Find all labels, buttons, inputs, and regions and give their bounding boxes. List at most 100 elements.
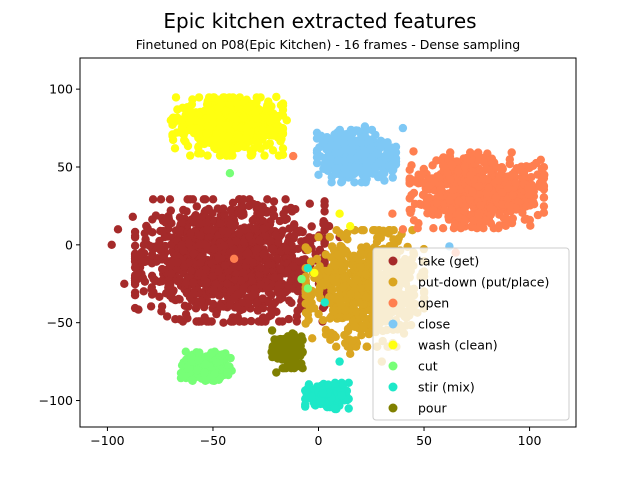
scatter-point — [248, 216, 257, 225]
scatter-point — [234, 229, 244, 238]
scatter-point — [177, 240, 186, 250]
scatter-point — [161, 216, 170, 225]
scatter-point — [193, 365, 202, 375]
scatter-point — [435, 191, 444, 201]
scatter-point — [364, 136, 374, 146]
scatter-point — [184, 239, 193, 248]
scatter-point — [186, 266, 196, 276]
scatter-point — [292, 317, 301, 326]
scatter-point — [391, 154, 401, 163]
scatter-point — [379, 139, 389, 149]
scatter-point — [208, 272, 217, 281]
scatter-point — [438, 161, 448, 171]
scatter-point — [289, 262, 298, 271]
scatter-point — [498, 200, 507, 209]
scatter-point — [359, 323, 368, 332]
scatter-point — [483, 175, 492, 184]
scatter-point — [214, 254, 223, 263]
scatter-point — [446, 148, 455, 157]
scatter-point — [468, 187, 477, 197]
scatter-point — [314, 309, 323, 319]
scatter-point — [405, 194, 414, 203]
scatter-point — [337, 391, 346, 400]
scatter-point — [466, 171, 475, 180]
scatter-point — [212, 309, 221, 319]
scatter-point — [318, 316, 328, 325]
scatter-point — [330, 294, 339, 303]
scatter-point — [346, 222, 355, 231]
scatter-point — [201, 352, 210, 362]
scatter-point — [307, 222, 316, 231]
scatter-point — [158, 226, 168, 236]
scatter-point — [527, 173, 536, 182]
scatter-point — [486, 219, 496, 228]
scatter-point — [511, 179, 520, 188]
scatter-point — [219, 204, 228, 213]
scatter-point — [285, 349, 294, 358]
scatter-point — [316, 396, 325, 406]
series-7 — [267, 326, 307, 377]
scatter-point — [242, 250, 251, 259]
scatter-point — [166, 269, 176, 278]
scatter-point — [239, 113, 248, 122]
scatter-point — [170, 144, 180, 153]
scatter-point — [179, 262, 189, 271]
scatter-point — [228, 198, 238, 207]
scatter-point — [330, 379, 340, 388]
scatter-point — [187, 376, 197, 385]
scatter-point — [289, 220, 299, 230]
scatter-point — [195, 268, 204, 278]
scatter-point — [346, 289, 355, 299]
scatter-point — [409, 176, 418, 185]
scatter-point — [293, 287, 303, 296]
scatter-point — [166, 206, 175, 215]
scatter-point — [271, 230, 280, 240]
scatter-point — [351, 342, 361, 351]
series-5 — [176, 169, 313, 385]
scatter-point — [284, 314, 293, 324]
scatter-point — [429, 224, 438, 233]
scatter-point — [314, 289, 324, 299]
scatter-point — [229, 254, 239, 263]
scatter-point — [324, 222, 334, 231]
scatter-point — [155, 236, 164, 246]
scatter-point — [167, 240, 176, 249]
chart-title: Epic kitchen extracted features — [163, 9, 476, 33]
scatter-point — [272, 92, 281, 102]
plot-frame — [79, 57, 577, 428]
scatter-point — [202, 225, 212, 234]
scatter-point — [460, 162, 469, 171]
scatter-point — [370, 164, 379, 174]
scatter-point — [275, 346, 284, 355]
scatter-point — [195, 219, 204, 228]
scatter-point — [335, 125, 344, 135]
scatter-point — [207, 317, 216, 326]
scatter-point — [202, 129, 211, 138]
scatter-point — [202, 206, 211, 215]
scatter-point — [148, 215, 157, 224]
scatter-point — [194, 143, 203, 152]
scatter-point — [287, 332, 296, 342]
legend-marker — [388, 298, 398, 308]
legend-label: take (get) — [418, 254, 479, 269]
scatter-point — [508, 191, 517, 200]
scatter-point — [301, 402, 310, 411]
scatter-point — [443, 168, 452, 178]
scatter-point — [343, 324, 353, 334]
scatter-point — [175, 315, 184, 324]
scatter-point — [192, 317, 201, 326]
scatter-point — [276, 264, 285, 274]
scatter-point — [219, 318, 228, 327]
x-tick-label: 0 — [315, 433, 323, 448]
scatter-point — [462, 153, 471, 163]
scatter-point — [212, 358, 222, 367]
scatter-point — [274, 237, 283, 247]
scatter-point — [167, 258, 177, 268]
scatter-point — [140, 229, 149, 238]
scatter-point — [503, 184, 513, 193]
chart-subtitle: Finetuned on P08(Epic Kitchen) - 16 fram… — [136, 37, 520, 52]
scatter-point — [226, 300, 235, 309]
scatter-point — [318, 278, 327, 287]
scatter-point — [331, 332, 340, 342]
scatter-point — [155, 292, 164, 301]
